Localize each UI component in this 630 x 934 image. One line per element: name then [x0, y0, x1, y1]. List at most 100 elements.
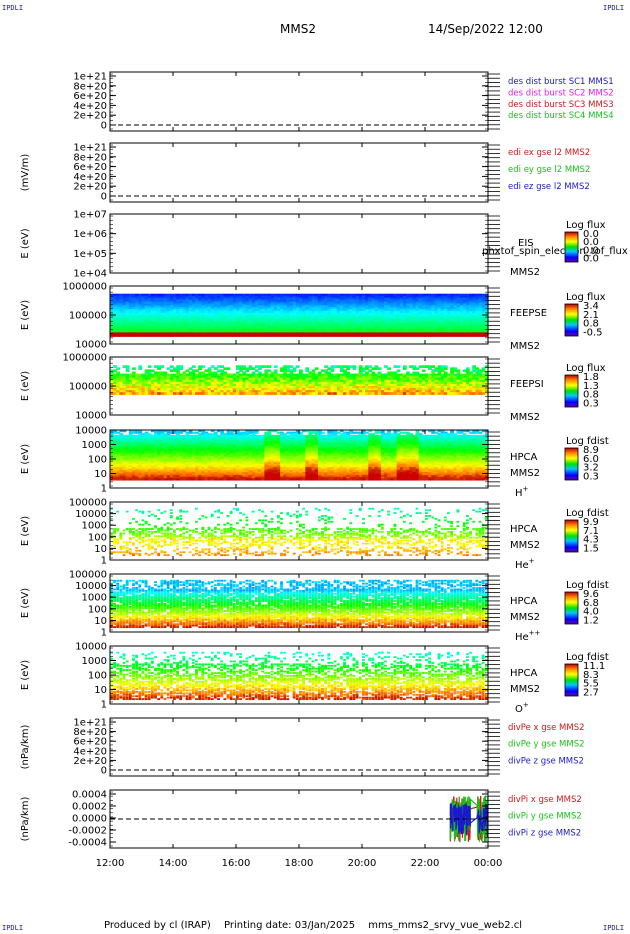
y-tick-label: 1e+21: [73, 72, 107, 83]
legend-entry: des dist burst SC1 MMS1: [508, 77, 614, 87]
y-tick-label: 10: [94, 544, 107, 555]
colorbar-title: Log fdist: [566, 436, 609, 447]
x-tick-label: 16:00: [222, 858, 251, 869]
legend-entry: des dist burst SC2 MMS2: [508, 88, 614, 98]
colorbar-tick-label: 4.3: [583, 535, 599, 546]
y-tick-label: 1e+21: [73, 718, 107, 729]
colorbar-tick-label: 1.2: [583, 616, 599, 627]
corner-label-bottom-right: IPDLI: [603, 924, 625, 932]
y-tick-label: 10000: [75, 411, 107, 422]
panel-hpca-o: 10000 1000 100 10 1 E (eV) HPCA MMS2 O+ Log fdist…: [20, 642, 609, 716]
y-tick-label: 1: [101, 484, 107, 495]
instrument-label: HPCA: [510, 668, 538, 679]
y-tick-label: 1e+05: [73, 249, 107, 260]
colorbar-tick-label: 0.8: [583, 390, 599, 401]
colorbar-tick-label: 2.1: [583, 310, 599, 321]
y-tick-label: 0.0004: [72, 790, 107, 801]
colorbar-tick-label: 0.3: [583, 472, 599, 483]
y-tick-label: 8e+20: [73, 81, 107, 92]
y-axis-label: (mV/m): [20, 154, 31, 192]
species-label: H+: [515, 485, 529, 499]
colorbar: [564, 447, 579, 481]
colorbar: [564, 374, 579, 408]
y-tick-label: 10000: [75, 642, 107, 653]
y-tick-label: 10000: [75, 581, 107, 592]
colorbar-tick-label: 0.0: [583, 237, 599, 248]
y-tick-label: 100000: [69, 570, 107, 581]
colorbar-title: Log flux: [566, 292, 606, 303]
y-axis-label: E (eV): [20, 228, 31, 258]
y-tick-label: 4e+20: [73, 172, 107, 183]
legend-entry: divPe x gse MMS2: [508, 723, 585, 733]
colorbar: [564, 663, 579, 697]
y-tick-label: 2e+20: [73, 756, 107, 767]
colorbar: [564, 303, 579, 337]
colorbar-tick-label: 3.2: [583, 463, 599, 474]
panel-eis: 1e+07 1e+06 1e+05 1e+04 E (eV) EIS MMS2 phxtof_…: [20, 210, 628, 280]
species-charge: +: [529, 557, 535, 565]
y-axis-label: (nPa/km): [20, 725, 31, 770]
panel-frame: [109, 71, 489, 132]
colorbar-tick-label: 0.3: [583, 399, 599, 410]
y-axis-label: E (eV): [20, 371, 31, 401]
y-tick-label: 1e+04: [73, 269, 107, 280]
y-tick-label: 1000: [82, 440, 107, 451]
species-label: He+: [515, 557, 535, 571]
colorbar-tick-label: 8.9: [583, 445, 599, 456]
overlay-product-label: phxtof_spin_electron_tof_flux: [482, 246, 628, 257]
colorbar-tick-label: 8.3: [583, 670, 599, 681]
y-tick-label: 100000: [69, 311, 107, 322]
colorbar-tick-label: 1.3: [583, 381, 599, 392]
spacecraft-label: MMS2: [510, 468, 540, 479]
x-tick-label: 14:00: [159, 858, 188, 869]
y-tick-label: 1000: [82, 656, 107, 667]
species-label: He++: [515, 629, 541, 643]
colorbar-tick-label: 1.8: [583, 372, 599, 383]
y-tick-label: 1e+21: [73, 143, 107, 154]
spacecraft-label: MMS2: [510, 412, 540, 423]
y-axis-label: E (eV): [20, 588, 31, 618]
spacecraft-label: MMS2: [510, 612, 540, 623]
legend-entry: edi ey gse l2 MMS2: [508, 165, 590, 175]
y-tick-label: -0.0004: [68, 838, 107, 849]
colorbar-tick-label: -0.5: [583, 328, 603, 339]
instrument-label: EIS: [518, 238, 534, 249]
x-tick-label: 20:00: [348, 858, 377, 869]
y-tick-label: 100: [88, 532, 107, 543]
spacecraft-label: MMS2: [510, 341, 540, 352]
plot-datetime: 14/Sep/2022 12:00: [428, 22, 543, 36]
y-tick-label: 1e+06: [73, 229, 107, 240]
colorbar-title: Log fdist: [566, 580, 609, 591]
colorbar-tick-label: 0.0: [583, 254, 599, 265]
spacecraft-title: MMS2: [280, 22, 316, 36]
colorbar-tick-label: 5.5: [583, 679, 599, 690]
colorbar: [564, 591, 579, 625]
colorbar: [564, 519, 579, 553]
y-tick-label: 10: [94, 616, 107, 627]
panel-feeps-i: 1000000 100000 10000 E (eV) FEEPSI MMS2 Log fl…: [20, 353, 606, 424]
species-label: O+: [515, 701, 529, 715]
y-tick-label: 4e+20: [73, 746, 107, 757]
colorbar-tick-label: 6.0: [583, 454, 599, 465]
instrument-label: FEEPSE: [510, 308, 547, 319]
colorbar-tick-label: 9.6: [583, 589, 599, 600]
y-tick-label: 100000: [69, 498, 107, 509]
footer-producer: Produced by cl (IRAP): [104, 920, 211, 931]
y-tick-label: 8e+20: [73, 727, 107, 738]
spacecraft-label: MMS2: [510, 540, 540, 551]
footer-file: mms_mms2_srvy_vue_web2.cl: [368, 920, 523, 931]
species-charge: +: [523, 485, 529, 493]
y-tick-label: 1: [101, 700, 107, 711]
y-tick-label: 0: [101, 121, 107, 132]
colorbar-title: Log fdist: [566, 652, 609, 663]
colorbar-tick-label: 0.0: [583, 245, 599, 256]
legend-entry: divPe z gse MMS2: [508, 756, 584, 766]
y-axis-label: E (eV): [20, 300, 31, 330]
legend-entry: divPi y gse MMS2: [508, 812, 582, 822]
